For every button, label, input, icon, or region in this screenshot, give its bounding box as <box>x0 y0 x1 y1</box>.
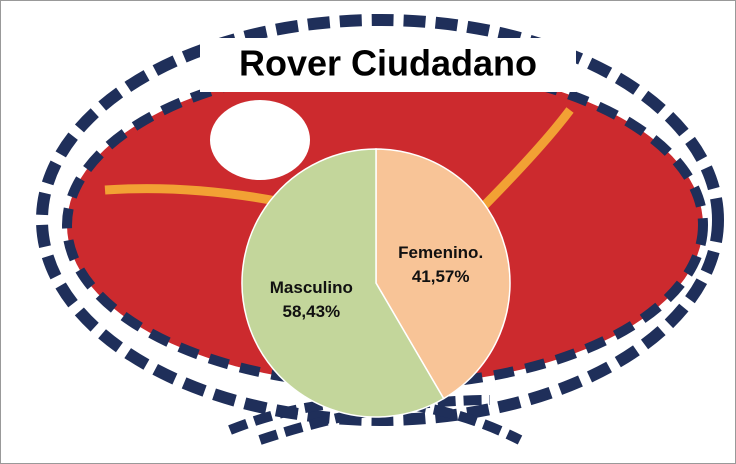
pie-slice <box>241 148 445 418</box>
slice-category-label: Femenino. <box>398 243 483 262</box>
slice-category-label: Masculino <box>270 278 353 297</box>
slice-value-label: 41,57% <box>412 267 470 286</box>
chart-title: Rover Ciudadano <box>239 43 537 84</box>
pie-slice <box>375 148 511 400</box>
title-box <box>200 38 576 92</box>
slice-value-label: 58,43% <box>283 302 341 321</box>
logo-moon <box>210 100 310 180</box>
rope-ring-outer <box>36 14 724 426</box>
